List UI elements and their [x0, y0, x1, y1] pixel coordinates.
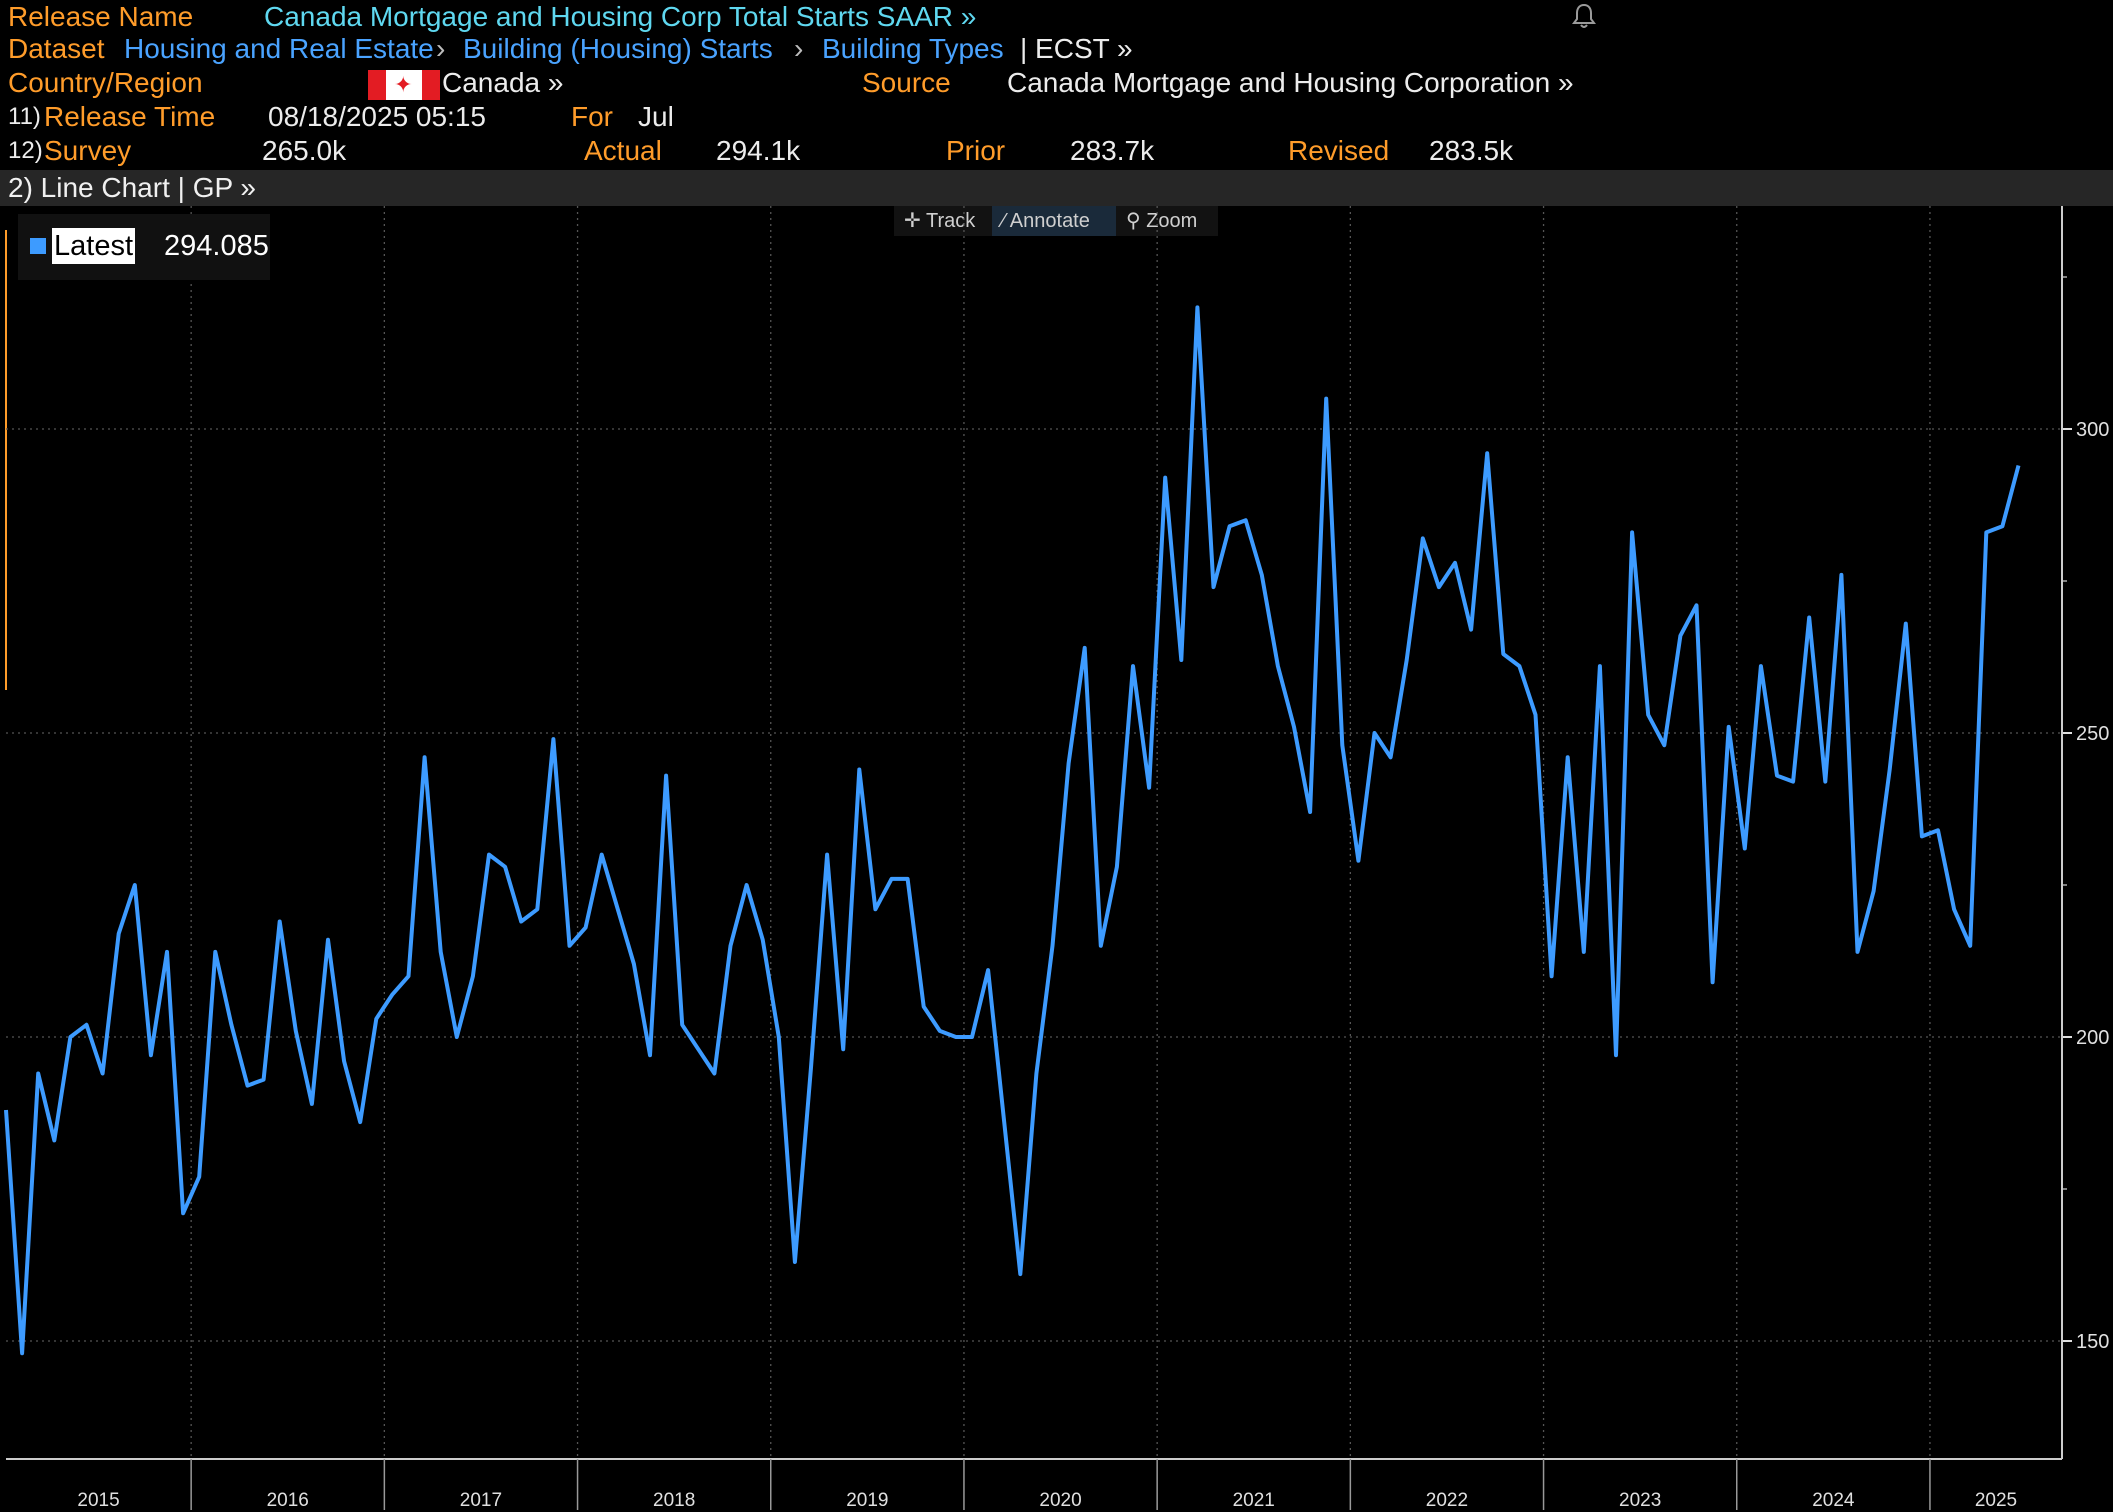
release-time-value: 08/18/2025 05:15 [268, 101, 486, 132]
line-chart[interactable]: 150 200 250 300 2015 2016 2017 2018 2019 2020 202… [0, 206, 2113, 1512]
legend-swatch [30, 238, 46, 254]
release-name-link[interactable]: Canada Mortgage and Housing Corp Total S… [264, 1, 977, 32]
actual-value: 294.1k [716, 135, 801, 166]
canada-flag-icon: ✦ [368, 70, 440, 100]
country-row: Country/Region ✦ Canada » Source Canada … [0, 66, 2113, 100]
dataset-row: Dataset Housing and Real Estate › Buildi… [0, 32, 2113, 66]
prior-value: 283.7k [1070, 135, 1155, 166]
legend-value: 294.085 [164, 230, 269, 262]
series-line-latest [4, 305, 2021, 1356]
breadcrumb-building-starts[interactable]: Building (Housing) Starts [463, 33, 773, 64]
release-time-number[interactable]: 11) [8, 103, 41, 130]
release-name-label: Release Name [8, 1, 194, 32]
crosshair-icon: ✛ [904, 210, 921, 232]
x-tick-label: 2019 [846, 1490, 888, 1511]
release-time-label[interactable]: Release Time [44, 101, 216, 132]
ticker-link[interactable]: | ECST » [1020, 33, 1133, 64]
x-tick-label: 2020 [1039, 1490, 1081, 1511]
legend[interactable]: Latest 294.085 [18, 214, 270, 280]
for-label: For [571, 101, 613, 132]
x-tick-label: 2016 [267, 1490, 309, 1511]
pencil-icon: ⁄ [1002, 210, 1006, 232]
actual-label: Actual [584, 135, 662, 166]
breadcrumb-housing-real-estate[interactable]: Housing and Real Estate [124, 33, 434, 64]
annotate-button[interactable]: ⁄ Annotate [992, 206, 1122, 236]
x-tick-label: 2021 [1233, 1490, 1275, 1511]
annotate-label: Annotate [1009, 210, 1090, 232]
x-tick-label: 2015 [77, 1490, 119, 1511]
bell-icon[interactable] [1571, 2, 1597, 30]
source-label: Source [862, 67, 951, 98]
zoom-label: Zoom [1146, 210, 1198, 232]
y-tick-label: 150 [2076, 1331, 2109, 1353]
chevron-right-icon: › [794, 33, 804, 64]
country-link[interactable]: Canada » [442, 67, 564, 98]
legend-label: Latest [52, 228, 135, 264]
source-link[interactable]: Canada Mortgage and Housing Corporation … [1007, 67, 1574, 98]
release-time-row: 11) Release Time 08/18/2025 05:15 For Ju… [0, 100, 2113, 134]
x-tick-label: 2017 [460, 1490, 502, 1511]
line-chart-menu[interactable]: 2) Line Chart | GP » [8, 172, 256, 203]
for-value: Jul [638, 101, 674, 132]
survey-number[interactable]: 12) [8, 137, 43, 164]
magnifier-icon: ⚲ [1126, 210, 1141, 232]
survey-value: 265.0k [262, 135, 347, 166]
y-tick-label: 250 [2076, 723, 2109, 745]
survey-row: 12) Survey 265.0k Actual 294.1k Prior 28… [0, 134, 2113, 168]
country-label: Country/Region [8, 67, 203, 98]
breadcrumb-building-types[interactable]: Building Types [822, 33, 1004, 64]
y-tick-label: 200 [2076, 1027, 2109, 1049]
revised-label: Revised [1288, 135, 1390, 166]
track-button[interactable]: ✛ Track [894, 206, 992, 236]
release-name-row: Release Name Canada Mortgage and Housing… [0, 0, 2113, 34]
chevron-right-icon: › [436, 33, 446, 64]
dataset-label: Dataset [8, 33, 105, 64]
prior-label: Prior [946, 135, 1006, 166]
x-tick-label: 2022 [1426, 1490, 1468, 1511]
x-tick-label: 2018 [653, 1490, 695, 1511]
y-tick-label: 300 [2076, 419, 2109, 441]
x-tick-label: 2024 [1812, 1490, 1855, 1511]
revised-value: 283.5k [1429, 135, 1514, 166]
zoom-button[interactable]: ⚲ Zoom [1116, 206, 1218, 236]
chart-title-bar: 2) Line Chart | GP » [0, 170, 2113, 206]
track-label: Track [925, 210, 976, 232]
x-tick-label: 2025 [1975, 1490, 2017, 1511]
survey-label[interactable]: Survey [44, 135, 132, 166]
x-tick-label: 2023 [1619, 1490, 1661, 1511]
